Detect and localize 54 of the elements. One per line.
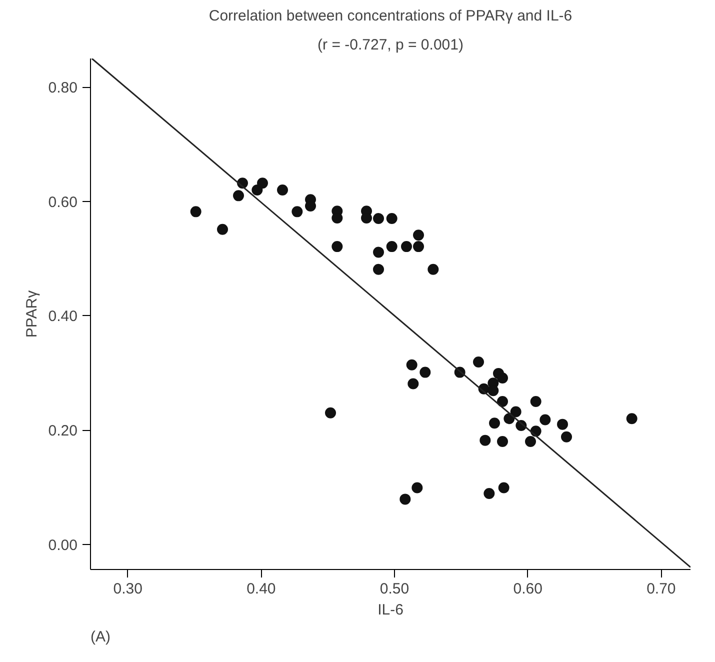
point <box>530 396 542 407</box>
point <box>373 264 384 275</box>
point <box>473 356 484 368</box>
point <box>626 413 638 424</box>
point <box>484 488 495 499</box>
point <box>325 407 336 418</box>
point <box>277 184 288 196</box>
point <box>233 190 244 202</box>
point <box>428 264 439 275</box>
point <box>420 366 431 378</box>
point <box>332 241 343 252</box>
point <box>400 494 411 505</box>
y-tick-label: 0.00 <box>48 536 78 554</box>
point <box>257 178 268 189</box>
point <box>386 213 398 224</box>
x-tick-label: 0.40 <box>246 580 276 598</box>
y-tick-label: 0.80 <box>48 80 78 97</box>
point <box>292 206 303 218</box>
x-tick-label: 0.60 <box>513 580 542 598</box>
y-tick-label: 0.20 <box>48 422 78 440</box>
x-axis-title: IL-6 <box>378 602 404 618</box>
point <box>252 184 263 196</box>
point <box>373 246 384 258</box>
y-axis-title: PPARγ <box>23 290 40 338</box>
y-tick-label: 0.40 <box>48 308 78 326</box>
point <box>480 434 491 446</box>
point <box>561 431 572 442</box>
point <box>401 241 412 252</box>
point <box>488 385 499 396</box>
x-tick-label: 0.30 <box>113 580 142 598</box>
x-tick-label: 0.50 <box>380 580 410 598</box>
text: (A) <box>90 628 110 646</box>
chart-subtitle: (r = -0.727, p = 0.001) <box>318 36 464 54</box>
point <box>413 241 424 252</box>
point <box>498 482 510 494</box>
point <box>525 436 536 447</box>
point <box>540 414 551 426</box>
point <box>190 206 202 218</box>
y-tick-label: 0.60 <box>48 194 78 211</box>
x-tick-label: 0.70 <box>646 580 676 598</box>
point <box>217 224 228 235</box>
point <box>510 406 522 418</box>
point <box>386 241 398 252</box>
point <box>497 436 508 447</box>
point <box>412 482 423 494</box>
point <box>373 213 384 224</box>
chart-title: Correlation between concentrations of PPARγ and IL-6 <box>208 8 572 24</box>
point <box>413 230 424 241</box>
point <box>489 418 500 429</box>
point <box>406 359 418 370</box>
point <box>497 396 508 407</box>
point <box>557 418 568 430</box>
point <box>497 372 508 384</box>
point <box>408 378 419 390</box>
